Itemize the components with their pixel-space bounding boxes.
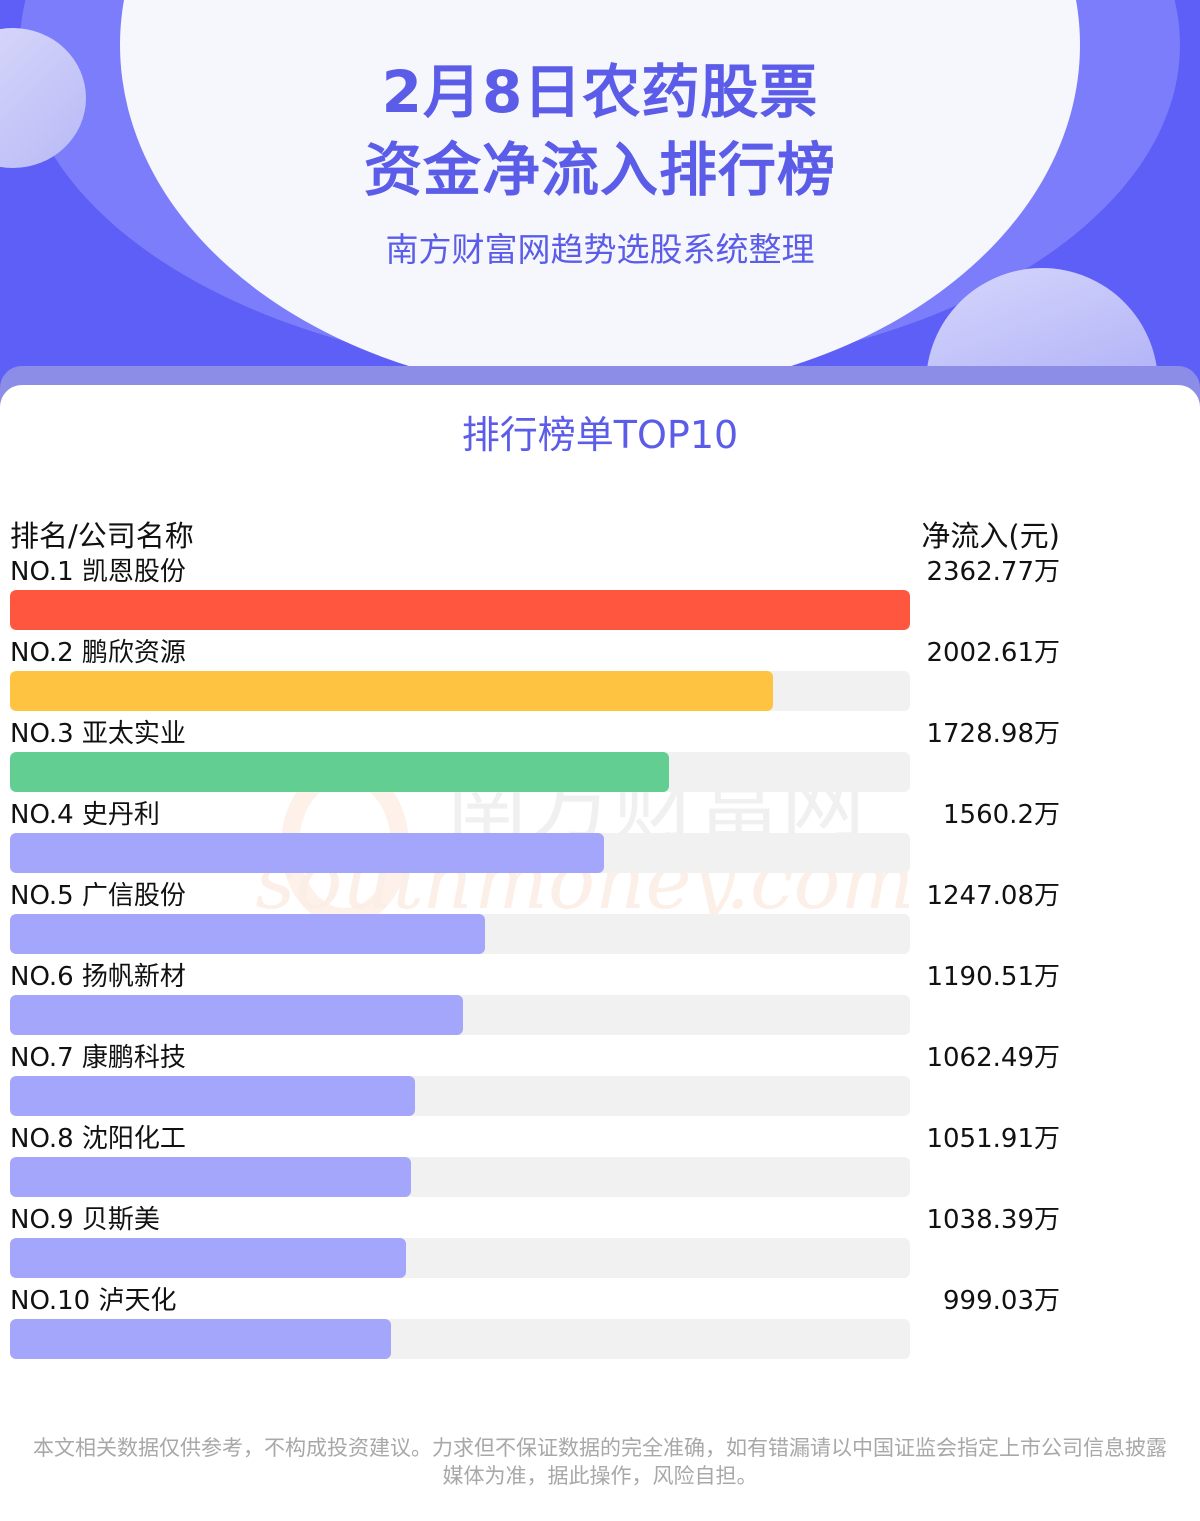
bar-track — [10, 590, 910, 630]
bar-value-label: 999.03万 — [943, 1286, 1060, 1316]
bar-value-label: 2002.61万 — [926, 638, 1060, 668]
bar-track — [10, 752, 910, 792]
bar-value-label: 1190.51万 — [926, 962, 1060, 992]
bar-track — [10, 914, 910, 954]
bar-label: NO.7 康鹏科技 — [10, 1043, 186, 1073]
bar-track — [10, 1238, 910, 1278]
bar-value-label: 1051.91万 — [926, 1124, 1060, 1154]
bar-label: NO.1 凯恩股份 — [10, 557, 186, 587]
bar-value-label: 1062.49万 — [926, 1043, 1060, 1073]
disclaimer-footer: 本文相关数据仅供参考，不构成投资建议。力求但不保证数据的完全准确，如有错漏请以中… — [0, 1434, 1200, 1490]
bar-label: NO.8 沈阳化工 — [10, 1124, 186, 1154]
bar-value-label: 2362.77万 — [926, 557, 1060, 587]
bar — [10, 752, 669, 792]
page-title-line2: 资金净流入排行榜 — [363, 136, 836, 204]
column-header-rank-name: 排名/公司名称 — [10, 519, 194, 553]
bar-label: NO.9 贝斯美 — [10, 1205, 160, 1235]
bar-value-label: 1728.98万 — [926, 719, 1060, 749]
bar — [10, 590, 910, 630]
bar-value-label: 1247.08万 — [926, 881, 1060, 911]
disclaimer-line1: 本文相关数据仅供参考，不构成投资建议。力求但不保证数据的完全准确，如有错漏请以中… — [33, 1436, 1167, 1460]
bar — [10, 1076, 415, 1116]
bar-track — [10, 671, 910, 711]
bar-label: NO.3 亚太实业 — [10, 719, 186, 749]
bar-label: NO.2 鹏欣资源 — [10, 638, 186, 668]
bar-value-label: 1560.2万 — [943, 800, 1060, 830]
bar-track — [10, 1157, 910, 1197]
bar — [10, 671, 773, 711]
header-banner: 2月8日农药股票 资金净流入排行榜 南方财富网趋势选股系统整理 — [0, 0, 1200, 420]
bar-label: NO.5 广信股份 — [10, 881, 186, 911]
column-header-net-inflow: 净流入(元) — [921, 519, 1060, 553]
bar-label: NO.10 泸天化 — [10, 1286, 177, 1316]
bar-value-label: 1038.39万 — [926, 1205, 1060, 1235]
bar-track — [10, 1319, 910, 1359]
bar-track — [10, 1076, 910, 1116]
bar — [10, 1157, 411, 1197]
bar — [10, 1238, 406, 1278]
disclaimer-line2: 媒体为准，据此操作，风险自担。 — [442, 1464, 758, 1488]
page-subtitle: 南方财富网趋势选股系统整理 — [385, 230, 815, 269]
bar-track — [10, 833, 910, 873]
bar-track — [10, 995, 910, 1035]
bar — [10, 995, 463, 1035]
bar — [10, 914, 485, 954]
bar-label: NO.4 史丹利 — [10, 800, 160, 830]
section-title: 排行榜单TOP10 — [461, 413, 739, 457]
bar-label: NO.6 扬帆新材 — [10, 962, 186, 992]
page-title-line1: 2月8日农药股票 — [381, 58, 819, 126]
bar — [10, 1319, 391, 1359]
bar — [10, 833, 604, 873]
